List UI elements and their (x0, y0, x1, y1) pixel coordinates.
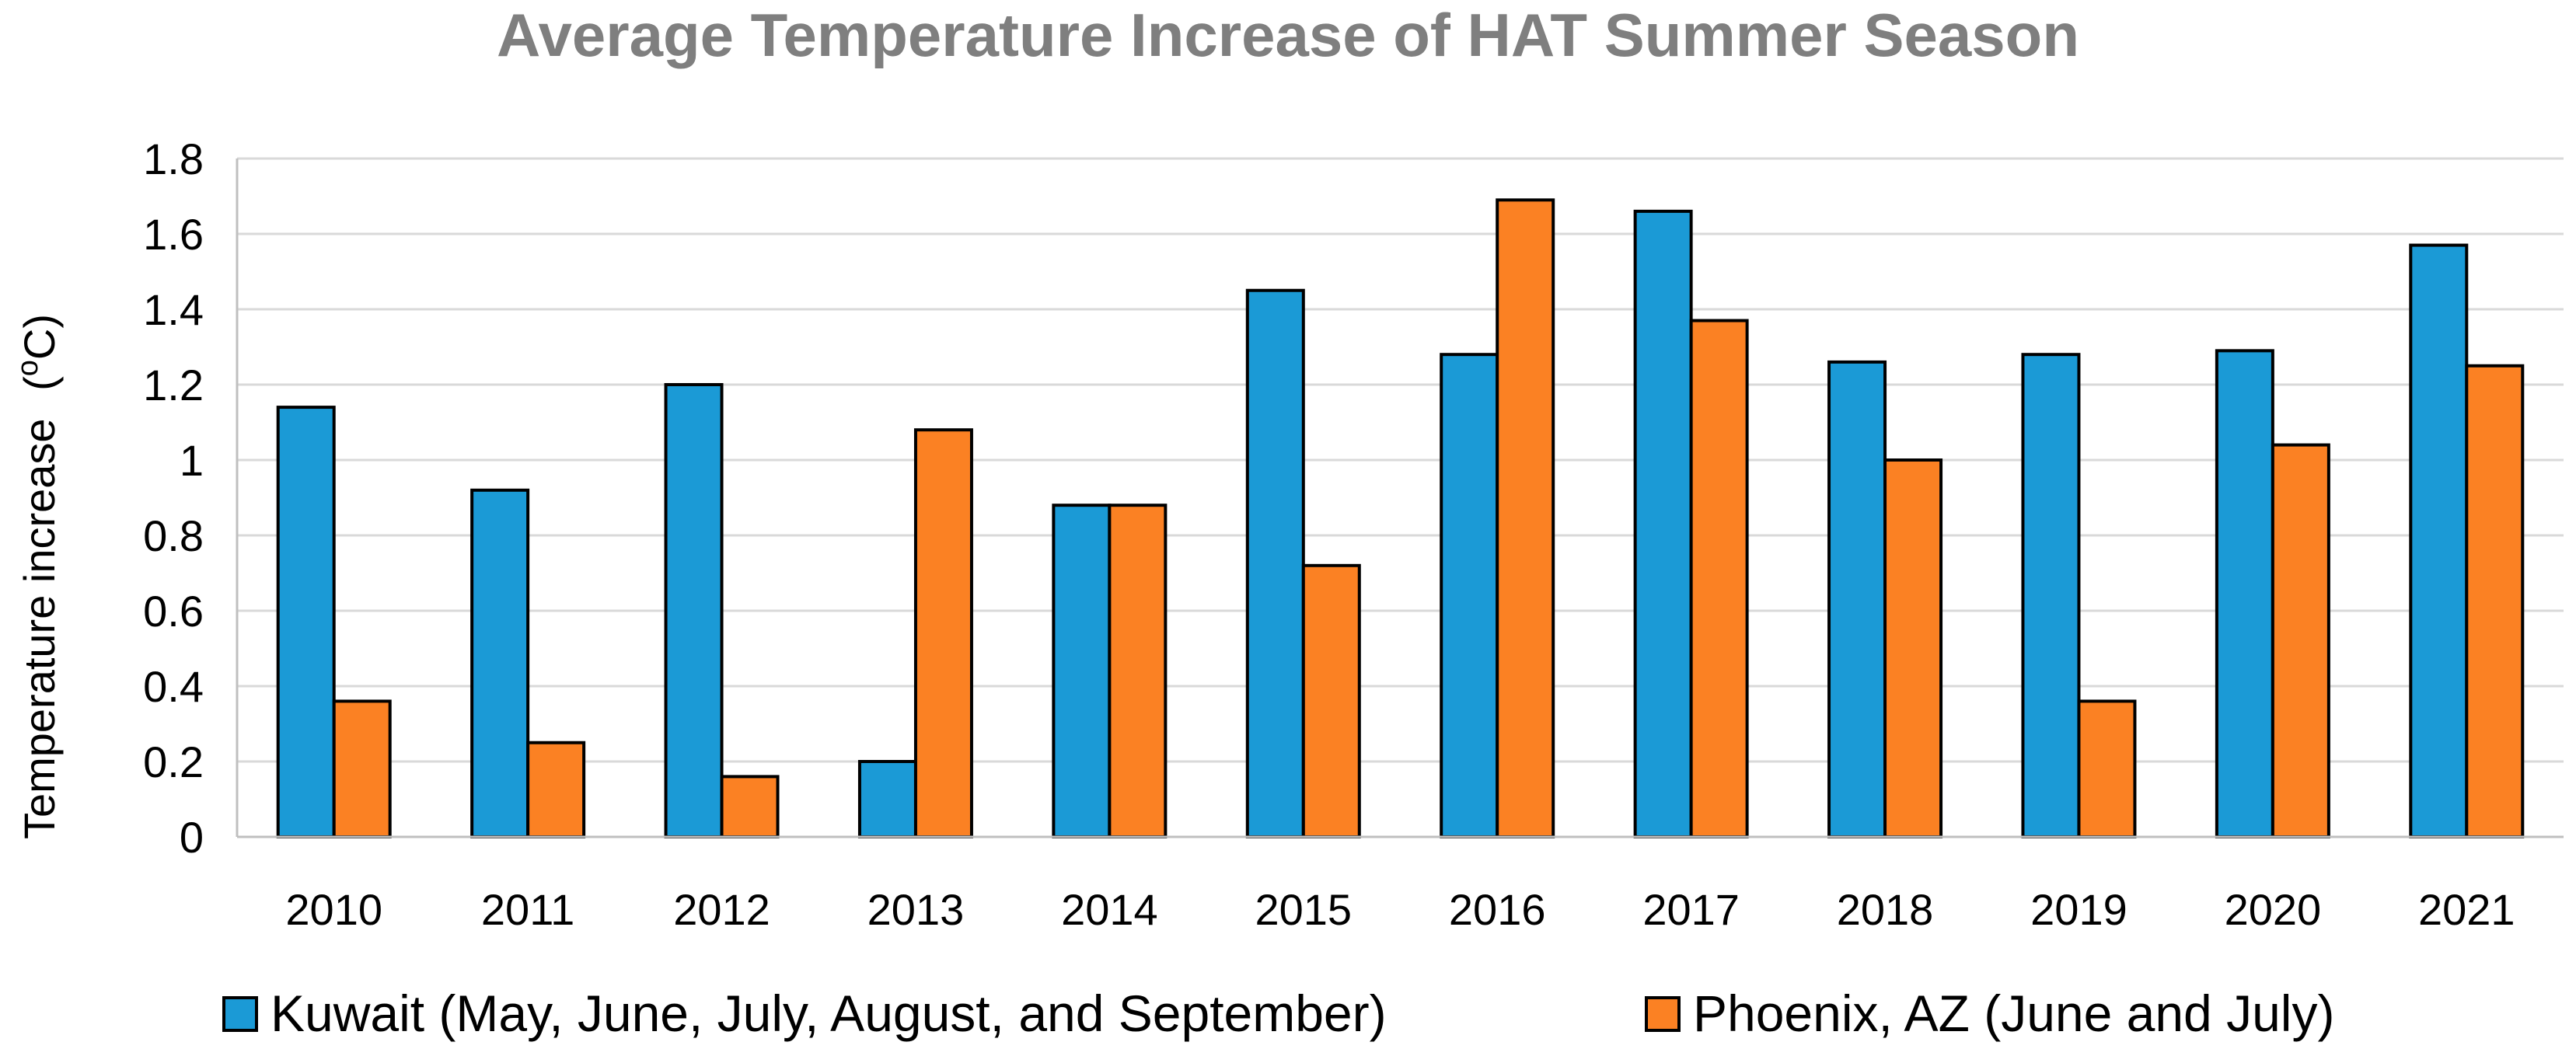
x-tick-label-2011: 2011 (481, 885, 574, 934)
legend-swatch-kuwait (222, 996, 258, 1032)
y-axis-label-text: Temperature increase (15, 418, 64, 839)
y-axis-label: Temperature increase (oC) (12, 314, 64, 839)
x-tick-label-2010: 2010 (285, 885, 382, 934)
y-tick-label-5: 1 (180, 436, 204, 485)
legend: Kuwait (May, June, July, August, and Sep… (222, 985, 2334, 1042)
bar-phoenix-2016 (1496, 198, 1555, 839)
bar-phoenix-2013 (913, 428, 973, 838)
y-tick-label-4: 0.8 (143, 511, 204, 560)
bar-phoenix-2017 (1689, 319, 1749, 838)
bar-kuwait-2015 (1245, 288, 1305, 838)
x-tick-label-2012: 2012 (673, 885, 770, 934)
x-tick-label-2020: 2020 (2225, 885, 2322, 934)
y-axis-unit-open: ( (15, 376, 64, 391)
bar-phoenix-2011 (526, 741, 586, 838)
y-tick-label-1: 0.2 (143, 737, 204, 786)
bar-kuwait-2018 (1827, 360, 1887, 838)
x-tick-label-2016: 2016 (1449, 885, 1546, 934)
y-tick-label-6: 1.2 (143, 361, 204, 410)
y-axis-unit-celsius: C) (15, 314, 64, 360)
bar-kuwait-2014 (1052, 504, 1112, 838)
bar-kuwait-2011 (470, 488, 530, 838)
gridlines (237, 157, 2564, 763)
y-tick-label-9: 1.8 (143, 134, 204, 183)
bar-kuwait-2016 (1440, 353, 1499, 838)
bars (276, 198, 2525, 839)
bar-phoenix-2020 (2271, 443, 2330, 838)
bar-phoenix-2014 (1108, 504, 1168, 838)
y-tick-labels: 0 0.2 0.4 0.6 0.8 1 1.2 1.4 1.6 1.8 (143, 134, 204, 862)
x-tick-label-2017: 2017 (1642, 885, 1740, 934)
y-tick-label-7: 1.4 (143, 285, 204, 334)
chart-title: Average Temperature Increase of HAT Summ… (497, 1, 2079, 69)
x-tick-labels: 2010 2011 2012 2013 2014 2015 2016 2017 2018 2019… (285, 885, 2515, 934)
x-tick-label-2018: 2018 (1837, 885, 1934, 934)
y-axis-unit-degree: o (12, 360, 44, 376)
legend-swatch-phoenix (1645, 996, 1681, 1032)
bar-kuwait-2013 (857, 760, 917, 838)
legend-label-kuwait: Kuwait (May, June, July, August, and Sep… (271, 985, 1387, 1042)
bar-phoenix-2021 (2465, 364, 2525, 838)
x-tick-label-2013: 2013 (867, 885, 965, 934)
bar-phoenix-2018 (1883, 458, 1943, 838)
bar-kuwait-2012 (664, 383, 724, 838)
bar-phoenix-2019 (2077, 699, 2137, 839)
bar-phoenix-2015 (1301, 563, 1361, 838)
x-tick-label-2019: 2019 (2030, 885, 2127, 934)
bar-kuwait-2021 (2409, 243, 2469, 838)
y-tick-label-2: 0.4 (143, 662, 204, 711)
y-tick-label-3: 0.6 (143, 587, 204, 636)
legend-label-phoenix: Phoenix, AZ (June and July) (1693, 985, 2334, 1042)
bar-kuwait-2019 (2021, 353, 2081, 838)
y-tick-label-8: 1.6 (143, 210, 204, 259)
bar-kuwait-2017 (1633, 209, 1693, 838)
x-tick-label-2014: 2014 (1061, 885, 1158, 934)
bar-kuwait-2010 (276, 406, 336, 838)
bar-phoenix-2010 (332, 699, 392, 839)
x-tick-label-2021: 2021 (2418, 885, 2515, 934)
x-tick-label-2015: 2015 (1255, 885, 1353, 934)
y-tick-label-0: 0 (180, 813, 204, 862)
bar-phoenix-2012 (720, 775, 780, 839)
bar-kuwait-2020 (2215, 349, 2274, 839)
axes (236, 159, 2564, 838)
